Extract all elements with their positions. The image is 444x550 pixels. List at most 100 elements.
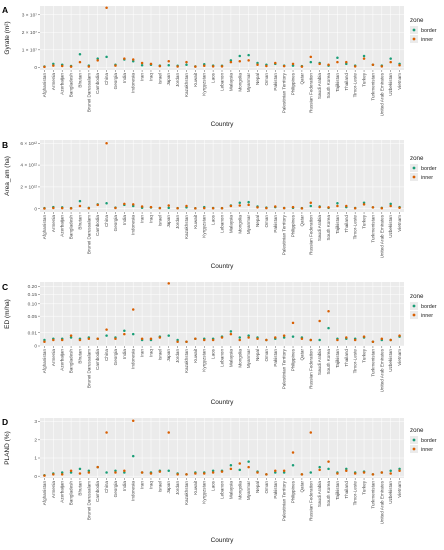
point-border [345, 467, 348, 471]
point-border [176, 338, 179, 342]
point-border [238, 54, 242, 58]
point-inner [194, 472, 197, 475]
point-inner [123, 202, 126, 206]
x-tick-label: Israel [157, 349, 162, 360]
point-inner [291, 205, 295, 209]
point-inner [43, 207, 46, 210]
x-tick-label: Mongolia [237, 73, 242, 92]
point-inner [69, 469, 73, 472]
x-tick-label: Tajikistan [335, 481, 340, 500]
point-inner [167, 204, 170, 207]
legend: zone border inner [410, 427, 437, 453]
x-tick-label: Saudi Arabia [317, 73, 322, 99]
point-inner [282, 206, 286, 210]
x-tick-label: Armenia [51, 215, 56, 233]
point-border [309, 60, 313, 64]
point-inner [131, 419, 135, 422]
point-border [211, 469, 215, 472]
x-tick-label: Jordan [175, 215, 180, 229]
x-tick-label: Israel [157, 215, 162, 226]
legend-key-border [412, 166, 416, 170]
point-inner [158, 64, 162, 68]
x-tick-label: Jordan [175, 481, 180, 495]
x-tick-label: Russian Federation [308, 349, 313, 389]
x-tick-label: China [104, 215, 109, 227]
x-tick-label: Qatar [299, 349, 304, 361]
point-inner [247, 465, 250, 469]
x-tick-label: Israel [157, 73, 162, 84]
point-inner [282, 334, 286, 337]
legend-key-inner [412, 175, 416, 179]
x-tick-label: Qatar [299, 215, 304, 227]
x-tick-label: Georgia [113, 481, 118, 498]
point-inner [149, 62, 153, 66]
x-tick-label: Myanmar [246, 349, 251, 369]
panel-b: B 0 2 × 10¹² 4 × 10¹² 6 × 10¹² Afghanistan Arm… [2, 140, 437, 270]
x-tick-label: Cambodia [95, 215, 100, 236]
point-inner [371, 206, 375, 209]
point-border [336, 202, 339, 205]
point-inner [309, 55, 313, 59]
x-tick-label: Turkmenistan [370, 215, 375, 243]
point-inner [220, 207, 224, 210]
legend-label-border: border [421, 166, 437, 172]
point-inner [345, 336, 348, 339]
point-inner [96, 337, 99, 340]
point-border [318, 465, 321, 469]
point-border [140, 64, 144, 67]
x-tick-label: Uzbekistan [388, 215, 393, 238]
point-inner [140, 61, 144, 65]
point-inner [52, 473, 55, 476]
point-inner [60, 473, 64, 476]
point-inner [96, 465, 99, 469]
point-inner [52, 64, 55, 67]
point-inner [185, 340, 188, 344]
x-tick-label: Cambodia [95, 73, 100, 94]
point-inner [362, 471, 366, 474]
legend-key-inner [412, 37, 416, 41]
point-border [167, 334, 170, 337]
x-tick-label: Turkmenistan [370, 481, 375, 509]
y-tick-label: 0.15 [28, 292, 38, 298]
point-inner [318, 205, 321, 209]
point-border [78, 52, 82, 56]
x-tick-label: Timor-Leste [353, 349, 358, 374]
x-tick-label: China [104, 481, 109, 493]
y-tick-label: 2 [34, 437, 37, 443]
y-axis-title: PLAND (%) [4, 431, 11, 465]
legend-label-inner: inner [421, 37, 433, 43]
point-inner [78, 60, 82, 64]
point-inner [78, 338, 82, 342]
point-inner [87, 65, 91, 68]
point-inner [202, 338, 206, 342]
x-tick-label: Uzbekistan [388, 349, 393, 372]
point-inner [149, 472, 153, 475]
point-border [247, 200, 250, 204]
point-inner [353, 207, 357, 210]
x-tick-label: Bangladesh [69, 215, 74, 240]
x-tick-label: Malaysia [228, 349, 233, 368]
x-tick-label: Thailand [344, 481, 349, 499]
point-inner [247, 59, 250, 62]
point-inner [362, 57, 366, 60]
point-inner [69, 207, 73, 210]
x-tick-label: Russian Federation [308, 215, 313, 255]
y-axis-title: ED (m/ha) [4, 299, 11, 329]
panel-d: D 0 1 2 3 Afghanistan Armenia Azerbaijan Banglad… [2, 417, 437, 544]
x-tick-label: Thailand [344, 215, 349, 233]
point-inner [274, 469, 277, 472]
point-inner [220, 470, 224, 473]
x-tick-label: Iran [140, 215, 145, 223]
y-tick-label: 0.05 [28, 314, 38, 320]
x-tick-label: Kyrgyzstan [202, 215, 207, 238]
x-tick-label: Malaysia [228, 73, 233, 92]
x-tick-label: Palestinian Territory [282, 72, 287, 113]
point-border [96, 57, 99, 60]
point-inner [131, 308, 135, 311]
x-tick-label: Brunei Darussalam [86, 481, 91, 520]
x-tick-label: United Arab Emirates [379, 348, 384, 392]
legend-title: zone [410, 427, 424, 434]
x-tick-label: United Arab Emirates [379, 214, 384, 258]
point-inner [238, 462, 242, 465]
point-inner [105, 142, 108, 145]
